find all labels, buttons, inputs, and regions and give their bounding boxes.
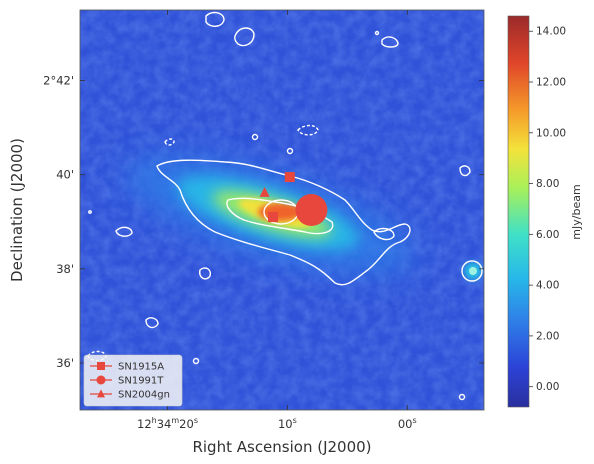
legend-triangle-icon (97, 389, 105, 398)
colorbar-tick-label: 6.00 (536, 229, 559, 241)
legend: SN1915A SN1991T SN2004gn (83, 354, 183, 407)
legend-circle-icon (96, 375, 106, 385)
contour-neg-2 (164, 138, 175, 146)
colorbar-tick-label: 12.00 (536, 77, 566, 89)
contour-7 (145, 317, 159, 329)
supernova-markers (259, 172, 328, 226)
contour-3 (381, 36, 399, 48)
colorbar-gradient (507, 15, 530, 408)
contour-10 (373, 227, 395, 241)
contour-8 (251, 133, 259, 141)
y-tick-label: 40' (56, 168, 74, 182)
contour-6 (115, 226, 133, 237)
contour-9 (286, 147, 294, 155)
contour-15 (458, 393, 466, 401)
contour-14 (192, 357, 200, 365)
x-axis-label: Right Ascension (J2000) (192, 438, 371, 456)
colorbar-label: mJy/beam (570, 184, 583, 239)
x-axis: 12h34m20s 10s 00s (137, 10, 417, 431)
contour-inner (226, 197, 334, 235)
legend-label: SN1915A (118, 362, 164, 373)
y-tick-label: 38' (56, 262, 74, 276)
x-tick-label: 10s (278, 416, 297, 431)
sn1915a-marker (268, 212, 279, 223)
colorbar-tick-label: 2.00 (536, 330, 559, 342)
x-tick-label: 00s (398, 416, 417, 431)
contour-5 (198, 267, 212, 280)
contour-11 (461, 260, 483, 282)
plot-frame (79, 9, 485, 411)
y-tick-label: 2°42' (43, 74, 74, 88)
contour-12 (459, 165, 471, 177)
radio-image (80, 10, 484, 410)
contour-2 (233, 27, 255, 47)
sn1915a-marker (284, 172, 295, 183)
x-tick-label: 12h34m20s (137, 416, 198, 431)
contour-13 (88, 210, 92, 214)
legend-square-icon (97, 362, 105, 370)
colorbar-tick-label: 14.00 (536, 26, 566, 38)
legend-label: SN2004gn (118, 390, 170, 401)
y-axis-label: Declination (J2000) (8, 138, 26, 282)
sn1991t-marker (295, 194, 328, 226)
colorbar: 0.00 2.00 4.00 6.00 8.00 10.00 12.00 14.00 mJy/… (507, 15, 583, 408)
colorbar-tick-label: 0.00 (536, 381, 559, 393)
contour-neg-1 (297, 124, 319, 136)
legend-label: SN1991T (118, 376, 164, 387)
colorbar-tick-label: 10.00 (536, 127, 566, 139)
contour-1 (205, 11, 225, 27)
contour-4 (374, 30, 380, 36)
y-axis: 2°42' 40' 38' 36' (43, 74, 484, 370)
y-tick-label: 36' (56, 356, 74, 370)
colorbar-tick-label: 4.00 (536, 280, 559, 292)
sn2004gn-marker (259, 186, 270, 197)
colorbar-tick-label: 8.00 (536, 178, 559, 190)
